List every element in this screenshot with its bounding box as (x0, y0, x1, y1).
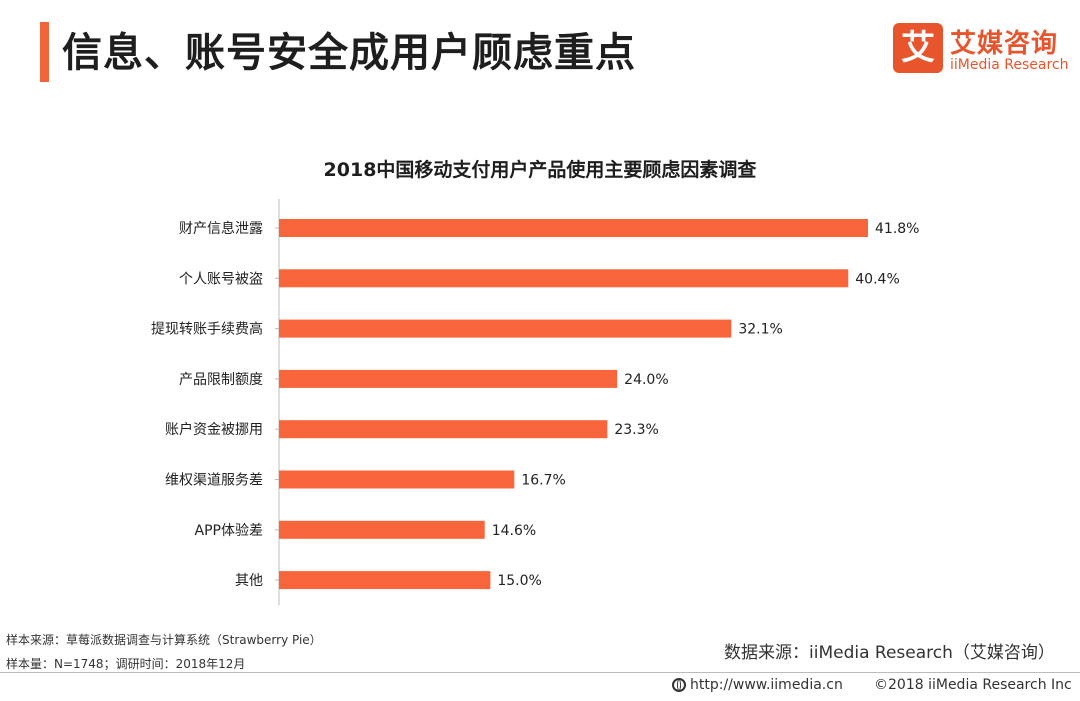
value-label: 23.3% (614, 422, 658, 438)
logo-mark: 艾 (893, 23, 943, 73)
bar (279, 571, 491, 590)
footer-divider (0, 672, 1080, 673)
category-label: 维权渠道服务差 (165, 473, 263, 489)
value-label: 24.0% (624, 372, 668, 388)
category-label: 提现转账手续费高 (151, 321, 263, 338)
value-label: 14.6% (492, 523, 536, 539)
logo-english-name: iiMedia Research (950, 57, 1069, 73)
value-label: 16.7% (521, 473, 565, 489)
sample-size-note: 样本量：N=1748；调研时间：2018年12月 (6, 657, 246, 671)
bar (279, 319, 732, 338)
bar (279, 420, 608, 439)
bar (279, 369, 618, 388)
sample-source-note: 样本来源：草莓派数据调查与计算系统（Strawberry Pie） (6, 633, 322, 647)
footer-url[interactable]: http://www.iimedia.cn (672, 677, 843, 693)
logo-chinese-name: 艾媒咨询 (950, 29, 1059, 59)
iimedia-logo: 艾 艾媒咨询 iiMedia Research (893, 23, 1069, 83)
globe-icon (672, 678, 686, 692)
category-label: 财产信息泄露 (179, 220, 263, 237)
value-label: 15.0% (497, 573, 541, 589)
bar (279, 520, 485, 539)
chart-title: 2018中国移动支付用户产品使用主要顾虑因素调查 (323, 159, 757, 181)
footer-copyright: ©2018 iiMedia Research Inc (874, 677, 1072, 693)
category-label: 其他 (235, 573, 263, 589)
value-label: 41.8% (875, 221, 919, 237)
bar (279, 470, 515, 489)
footer-url-text[interactable]: http://www.iimedia.cn (690, 677, 843, 693)
bar (279, 269, 849, 288)
page-title: 信息、账号安全成用户顾虑重点 (62, 30, 636, 76)
value-label: 32.1% (738, 322, 782, 338)
value-label: 40.4% (855, 271, 899, 287)
title-accent-bar (40, 22, 49, 82)
bar (279, 219, 868, 237)
category-label: 个人账号被盗 (179, 271, 263, 287)
data-source-note: 数据来源：iiMedia Research（艾媒咨询） (724, 643, 1055, 663)
category-label: 账户资金被挪用 (165, 421, 263, 438)
category-label: APP体验差 (195, 523, 263, 539)
category-label: 产品限制额度 (179, 372, 263, 388)
